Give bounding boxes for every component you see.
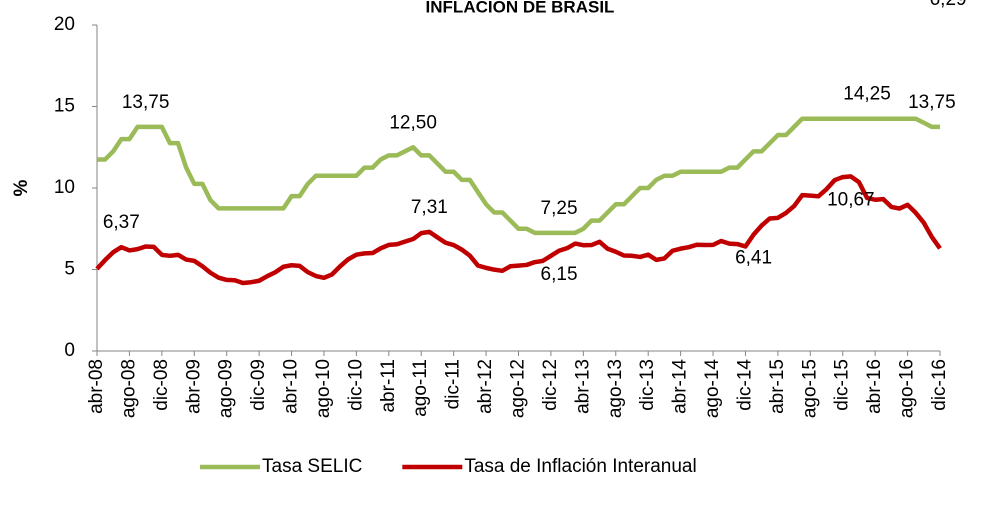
data-label: 7,25 xyxy=(541,198,578,219)
data-label: 6,41 xyxy=(735,248,772,269)
series-line xyxy=(97,116,940,236)
x-tick-label: abr-16 xyxy=(864,359,885,414)
legend-label: Tasa de Inflación Interanual xyxy=(464,456,696,477)
x-tick-label: ago-10 xyxy=(313,359,334,418)
x-tick-label: dic-11 xyxy=(443,359,464,409)
y-tick-label: 0 xyxy=(64,340,75,361)
x-tick-label: abr-10 xyxy=(281,359,302,414)
x-tick-label: dic-09 xyxy=(248,359,269,411)
x-tick-label: dic-08 xyxy=(151,359,172,411)
data-label: 13,75 xyxy=(122,92,170,113)
x-tick-label: abr-08 xyxy=(86,359,107,414)
data-label: 6,15 xyxy=(541,264,578,285)
data-label: 7,31 xyxy=(411,197,448,218)
x-tick-label: abr-14 xyxy=(670,359,691,414)
x-tick-label: dic-14 xyxy=(734,359,755,411)
x-tick-label: dic-16 xyxy=(929,359,950,411)
data-label: 14,25 xyxy=(843,84,891,105)
x-tick-label: ago-14 xyxy=(702,359,723,419)
y-tick-label: 5 xyxy=(64,259,75,280)
x-tick-label: ago-12 xyxy=(508,359,529,418)
data-label: 13,75 xyxy=(908,92,956,113)
y-tick-label: 10 xyxy=(54,177,75,198)
x-tick-label: abr-11 xyxy=(378,359,399,413)
chart-title: INFLACIÓN DE BRASIL xyxy=(426,0,615,16)
data-label: 10,67 xyxy=(827,189,875,210)
x-tick-label: abr-15 xyxy=(767,359,788,414)
x-tick-label: abr-12 xyxy=(475,359,496,414)
y-axis-label: % xyxy=(11,179,32,196)
x-tick-label: ago-16 xyxy=(897,359,918,418)
legend-label: Tasa SELIC xyxy=(262,456,362,477)
x-tick-label: dic-10 xyxy=(345,359,366,411)
x-tick-label: ago-13 xyxy=(605,359,626,418)
data-label: 12,50 xyxy=(389,112,437,133)
x-tick-label: ago-11 xyxy=(410,359,431,417)
x-tick-label: dic-15 xyxy=(832,359,853,411)
y-tick-label: 15 xyxy=(54,96,75,117)
series-line xyxy=(95,174,942,286)
x-tick-label: ago-08 xyxy=(118,359,139,418)
y-tick-label: 20 xyxy=(54,14,75,35)
x-tick-label: ago-15 xyxy=(799,359,820,418)
x-tick-label: abr-09 xyxy=(183,359,204,414)
x-tick-label: dic-13 xyxy=(637,359,658,411)
data-label: 6,37 xyxy=(103,212,140,233)
x-tick-label: dic-12 xyxy=(540,359,561,411)
x-tick-label: ago-09 xyxy=(216,359,237,418)
data-label: 6,29 xyxy=(930,0,967,10)
x-tick-label: abr-13 xyxy=(572,359,593,414)
